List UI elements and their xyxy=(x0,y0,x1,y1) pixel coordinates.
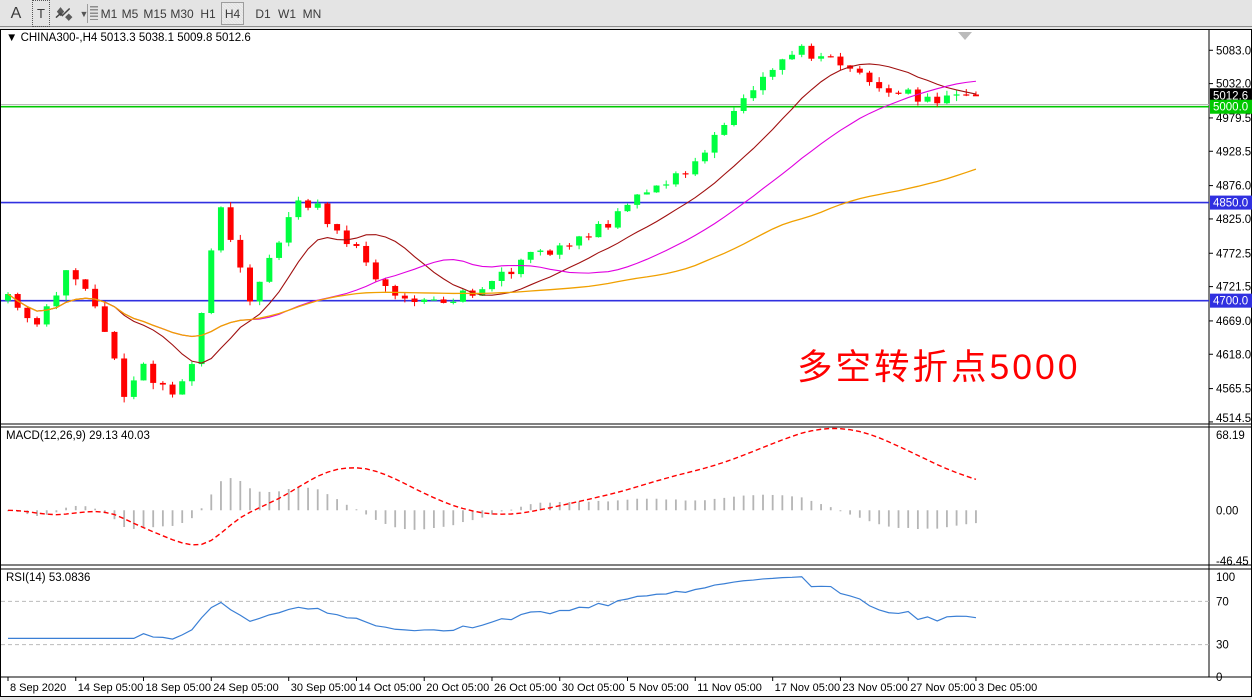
svg-text:5000.0: 5000.0 xyxy=(1213,102,1248,114)
svg-text:4514.5: 4514.5 xyxy=(1216,413,1251,425)
svg-text:4850.0: 4850.0 xyxy=(1213,198,1248,210)
svg-text:30 Sep 05:00: 30 Sep 05:00 xyxy=(291,682,356,694)
svg-text:4565.5: 4565.5 xyxy=(1216,384,1251,396)
svg-text:14 Oct 05:00: 14 Oct 05:00 xyxy=(358,682,421,694)
svg-text:23 Nov 05:00: 23 Nov 05:00 xyxy=(842,682,907,694)
svg-text:4669.0: 4669.0 xyxy=(1216,316,1251,328)
svg-text:4618.0: 4618.0 xyxy=(1216,349,1251,361)
svg-text:多空转折点5000: 多空转折点5000 xyxy=(797,347,1080,387)
svg-text:4700.0: 4700.0 xyxy=(1213,296,1248,308)
svg-text:24 Sep 05:00: 24 Sep 05:00 xyxy=(213,682,278,694)
svg-text:4825.0: 4825.0 xyxy=(1216,214,1251,226)
svg-text:0.00: 0.00 xyxy=(1216,505,1238,517)
svg-text:0: 0 xyxy=(1216,672,1222,684)
svg-text:MACD(12,26,9) 29.13 40.03: MACD(12,26,9) 29.13 40.03 xyxy=(6,430,150,442)
svg-text:4876.0: 4876.0 xyxy=(1216,181,1251,193)
svg-text:100: 100 xyxy=(1216,572,1235,584)
svg-text:20 Oct 05:00: 20 Oct 05:00 xyxy=(426,682,489,694)
svg-text:-46.45: -46.45 xyxy=(1216,556,1249,568)
svg-text:▼ CHINA300-,H4 5013.3 5038.1: ▼ CHINA300-,H4 5013.3 5038.1 5009.8 5012… xyxy=(6,32,251,44)
svg-text:26 Oct 05:00: 26 Oct 05:00 xyxy=(494,682,557,694)
svg-text:70: 70 xyxy=(1216,596,1229,608)
svg-text:17 Nov 05:00: 17 Nov 05:00 xyxy=(775,682,840,694)
svg-text:18 Sep 05:00: 18 Sep 05:00 xyxy=(146,682,211,694)
svg-text:RSI(14) 53.0836: RSI(14) 53.0836 xyxy=(6,572,90,584)
svg-text:5083.0: 5083.0 xyxy=(1216,45,1251,57)
svg-text:3 Dec 05:00: 3 Dec 05:00 xyxy=(978,682,1037,694)
svg-text:27 Nov 05:00: 27 Nov 05:00 xyxy=(910,682,975,694)
svg-text:4928.5: 4928.5 xyxy=(1216,146,1251,158)
svg-text:30 Oct 05:00: 30 Oct 05:00 xyxy=(562,682,625,694)
svg-text:4721.5: 4721.5 xyxy=(1216,282,1251,294)
svg-text:4772.5: 4772.5 xyxy=(1216,248,1251,260)
svg-text:4979.5: 4979.5 xyxy=(1216,113,1251,125)
svg-text:5 Nov 05:00: 5 Nov 05:00 xyxy=(629,682,688,694)
svg-text:14 Sep 05:00: 14 Sep 05:00 xyxy=(78,682,143,694)
svg-text:11 Nov 05:00: 11 Nov 05:00 xyxy=(697,682,762,694)
svg-text:30: 30 xyxy=(1216,640,1229,652)
svg-text:68.19: 68.19 xyxy=(1216,430,1245,442)
svg-text:8 Sep 2020: 8 Sep 2020 xyxy=(10,682,66,694)
